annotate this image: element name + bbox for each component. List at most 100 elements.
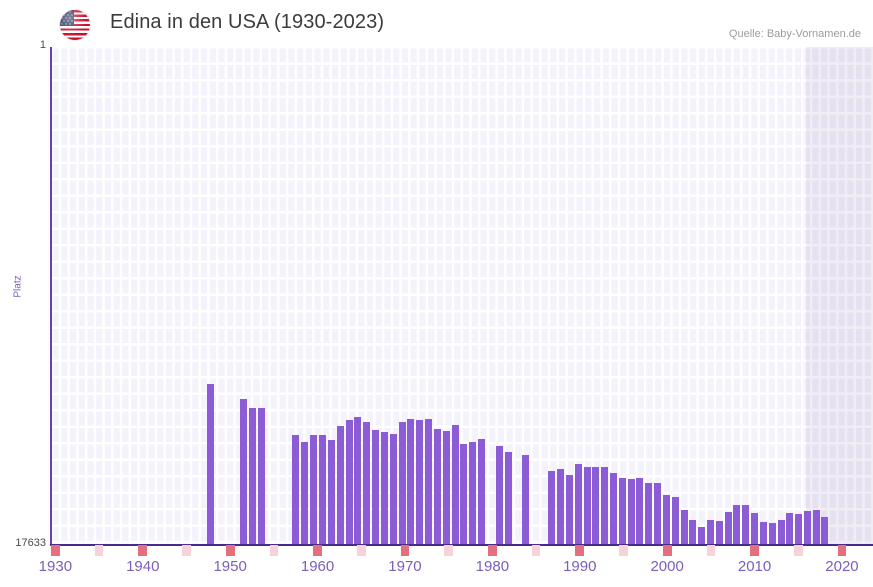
x-tick-major bbox=[313, 545, 322, 556]
bar[interactable] bbox=[258, 408, 266, 545]
bar[interactable] bbox=[698, 527, 706, 545]
bar-series bbox=[51, 47, 873, 545]
bar[interactable] bbox=[425, 419, 433, 545]
x-axis-tick-label: 1960 bbox=[300, 558, 335, 575]
bar[interactable] bbox=[496, 446, 504, 545]
x-axis-tick-label: 1940 bbox=[126, 558, 160, 575]
bar[interactable] bbox=[292, 435, 300, 545]
bar[interactable] bbox=[804, 511, 812, 545]
bar[interactable] bbox=[716, 521, 724, 545]
x-tick-minor bbox=[793, 545, 803, 556]
x-tick-major bbox=[138, 545, 148, 556]
bar[interactable] bbox=[505, 452, 513, 545]
x-tick-major bbox=[51, 545, 60, 556]
x-axis-tick-strip bbox=[51, 545, 873, 556]
bar[interactable] bbox=[407, 419, 415, 545]
bar[interactable] bbox=[354, 417, 362, 545]
x-tick-major bbox=[400, 545, 410, 556]
bar[interactable] bbox=[390, 434, 398, 545]
bar[interactable] bbox=[619, 478, 627, 545]
bar[interactable] bbox=[628, 479, 636, 545]
bar[interactable] bbox=[399, 422, 407, 545]
bar[interactable] bbox=[663, 495, 671, 545]
x-axis-tick-label: 1970 bbox=[388, 558, 422, 575]
bar[interactable] bbox=[346, 420, 354, 545]
bar[interactable] bbox=[610, 473, 618, 545]
x-axis-tick-label: 1930 bbox=[38, 558, 73, 575]
bar[interactable] bbox=[328, 440, 336, 545]
x-axis-line bbox=[50, 544, 873, 546]
bar[interactable] bbox=[460, 444, 468, 545]
bar[interactable] bbox=[786, 513, 794, 545]
x-tick-minor bbox=[182, 545, 191, 556]
x-axis-tick-label: 2000 bbox=[650, 558, 684, 575]
bar[interactable] bbox=[522, 455, 530, 545]
bar[interactable] bbox=[689, 520, 697, 545]
x-axis-tick-label: 1990 bbox=[563, 558, 597, 575]
x-tick-major bbox=[662, 545, 672, 556]
bar[interactable] bbox=[207, 384, 215, 545]
x-tick-major bbox=[750, 545, 759, 556]
bar[interactable] bbox=[672, 497, 680, 545]
y-axis-max-label: 1 bbox=[39, 39, 46, 51]
bar[interactable] bbox=[249, 408, 257, 545]
bar[interactable] bbox=[557, 469, 565, 545]
x-tick-minor bbox=[706, 545, 716, 556]
bar[interactable] bbox=[443, 431, 451, 545]
x-tick-major bbox=[575, 545, 585, 556]
bar[interactable] bbox=[310, 435, 318, 545]
us-flag-icon bbox=[60, 10, 90, 40]
x-tick-major bbox=[837, 545, 847, 556]
bar[interactable] bbox=[601, 467, 609, 545]
bar[interactable] bbox=[636, 478, 644, 545]
bar[interactable] bbox=[337, 426, 345, 545]
x-axis-tick-label: 1950 bbox=[213, 558, 247, 575]
bar[interactable] bbox=[681, 510, 689, 545]
bar[interactable] bbox=[592, 467, 600, 545]
bar[interactable] bbox=[733, 505, 741, 545]
bar[interactable] bbox=[363, 422, 371, 545]
bar[interactable] bbox=[760, 522, 768, 545]
bar[interactable] bbox=[645, 483, 653, 545]
bar[interactable] bbox=[654, 483, 662, 545]
bar[interactable] bbox=[778, 520, 786, 545]
bar[interactable] bbox=[478, 439, 486, 545]
bar[interactable] bbox=[821, 517, 829, 545]
bar[interactable] bbox=[742, 505, 750, 545]
x-tick-major bbox=[225, 545, 235, 556]
y-axis-title: Platz bbox=[12, 275, 24, 298]
bar[interactable] bbox=[751, 513, 759, 545]
bar[interactable] bbox=[795, 514, 803, 545]
bar[interactable] bbox=[416, 420, 424, 545]
bar[interactable] bbox=[240, 399, 248, 545]
y-axis-min-label: 17633 bbox=[15, 537, 46, 549]
bar[interactable] bbox=[434, 429, 442, 545]
plot-area bbox=[50, 47, 873, 546]
bar[interactable] bbox=[769, 523, 777, 545]
bar[interactable] bbox=[319, 435, 327, 545]
x-axis-labels: 1930 1940 1950 1960 1970 1980 1990 2000 2010 2020 bbox=[0, 558, 873, 582]
bar[interactable] bbox=[566, 475, 574, 545]
x-tick-minor bbox=[619, 545, 628, 556]
bar[interactable] bbox=[372, 430, 380, 545]
bar[interactable] bbox=[707, 520, 715, 545]
projected-region-shading bbox=[806, 47, 873, 545]
bar[interactable] bbox=[575, 464, 583, 545]
x-axis-tick-label: 2020 bbox=[825, 558, 859, 575]
chart-header: Edina in den USA (1930-2023) Quelle: Bab… bbox=[0, 0, 873, 47]
bar[interactable] bbox=[469, 442, 477, 545]
source-attribution: Quelle: Baby-Vornamen.de bbox=[728, 28, 861, 40]
x-tick-minor bbox=[356, 545, 366, 556]
page-title: Edina in den USA (1930-2023) bbox=[110, 11, 385, 33]
bar[interactable] bbox=[301, 442, 309, 545]
x-tick-minor bbox=[269, 545, 279, 556]
bar[interactable] bbox=[452, 425, 460, 545]
x-tick-minor bbox=[94, 545, 104, 556]
bar[interactable] bbox=[548, 471, 556, 545]
bar[interactable] bbox=[381, 432, 389, 545]
bar[interactable] bbox=[813, 510, 821, 545]
bar[interactable] bbox=[584, 467, 592, 545]
bar[interactable] bbox=[725, 512, 733, 545]
x-tick-minor bbox=[444, 545, 454, 556]
